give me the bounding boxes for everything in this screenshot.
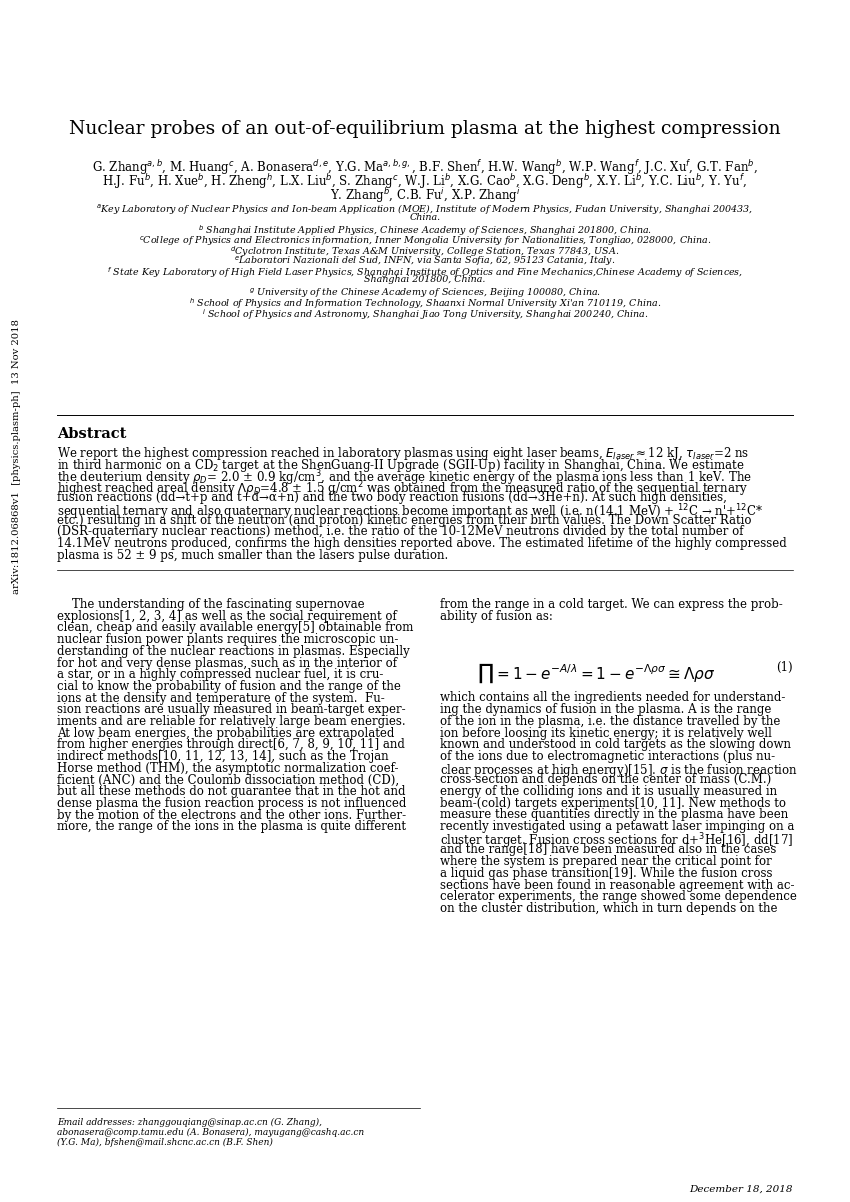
Text: (DSR-quaternary nuclear reactions) method, i.e. the ratio of the 10-12MeV neutro: (DSR-quaternary nuclear reactions) metho… bbox=[57, 525, 744, 538]
Text: Y. Zhang$^b$, C.B. Fu$^i$, X.P. Zhang$^i$: Y. Zhang$^b$, C.B. Fu$^i$, X.P. Zhang$^i… bbox=[330, 186, 520, 204]
Text: celerator experiments, the range showed some dependence: celerator experiments, the range showed … bbox=[440, 891, 796, 903]
Text: We report the highest compression reached in laboratory plasmas using eight lase: We report the highest compression reache… bbox=[57, 445, 750, 462]
Text: by the motion of the electrons and the other ions. Further-: by the motion of the electrons and the o… bbox=[57, 809, 406, 822]
Text: dense plasma the fusion reaction process is not influenced: dense plasma the fusion reaction process… bbox=[57, 797, 406, 810]
Text: $^a$Key Laboratory of Nuclear Physics and Ion-beam Application (MOE), Institute : $^a$Key Laboratory of Nuclear Physics an… bbox=[96, 202, 754, 216]
Text: Horse method (THM), the asymptotic normalization coef-: Horse method (THM), the asymptotic norma… bbox=[57, 762, 399, 775]
Text: China.: China. bbox=[410, 213, 440, 221]
Text: recently investigated using a petawatt laser impinging on a: recently investigated using a petawatt l… bbox=[440, 820, 795, 833]
Text: $^b$ Shanghai Institute Applied Physics, Chinese Academy of Sciences, Shanghai 2: $^b$ Shanghai Institute Applied Physics,… bbox=[198, 224, 652, 238]
Text: ion before loosing its kinetic energy; it is relatively well: ion before loosing its kinetic energy; i… bbox=[440, 726, 772, 739]
Text: December 18, 2018: December 18, 2018 bbox=[689, 1185, 793, 1194]
Text: and the range[18] have been measured also in the cases: and the range[18] have been measured als… bbox=[440, 844, 776, 857]
Text: a liquid gas phase transition[19]. While the fusion cross: a liquid gas phase transition[19]. While… bbox=[440, 867, 773, 880]
Text: explosions[1, 2, 3, 4] as well as the social requirement of: explosions[1, 2, 3, 4] as well as the so… bbox=[57, 609, 397, 623]
Text: sion reactions are usually measured in beam-target exper-: sion reactions are usually measured in b… bbox=[57, 703, 405, 716]
Text: sequential ternary and also quaternary nuclear reactions become important as wel: sequential ternary and also quaternary n… bbox=[57, 502, 763, 522]
Text: $^i$ School of Physics and Astronomy, Shanghai Jiao Tong University, Shanghai 20: $^i$ School of Physics and Astronomy, Sh… bbox=[201, 307, 649, 322]
Text: plasma is 52 ± 9 ps, much smaller than the lasers pulse duration.: plasma is 52 ± 9 ps, much smaller than t… bbox=[57, 548, 448, 561]
Text: cluster target. Fusion cross sections for d+$^3$He[16], dd[17]: cluster target. Fusion cross sections fo… bbox=[440, 832, 793, 851]
Text: energy of the colliding ions and it is usually measured in: energy of the colliding ions and it is u… bbox=[440, 785, 777, 798]
Text: $^d$Cyclotron Institute, Texas A&M University, College Station, Texas 77843, USA: $^d$Cyclotron Institute, Texas A&M Unive… bbox=[230, 244, 620, 258]
Text: nuclear fusion power plants requires the microscopic un-: nuclear fusion power plants requires the… bbox=[57, 633, 399, 647]
Text: derstanding of the nuclear reactions in plasmas. Especially: derstanding of the nuclear reactions in … bbox=[57, 644, 410, 657]
Text: where the system is prepared near the critical point for: where the system is prepared near the cr… bbox=[440, 855, 772, 868]
Text: of the ion in the plasma, i.e. the distance travelled by the: of the ion in the plasma, i.e. the dista… bbox=[440, 715, 780, 727]
Text: ing the dynamics of fusion in the plasma. A is the range: ing the dynamics of fusion in the plasma… bbox=[440, 703, 772, 716]
Text: $^e$Laboratori Nazionali del Sud, INFN, via Santa Sofia, 62, 95123 Catania, Ital: $^e$Laboratori Nazionali del Sud, INFN, … bbox=[235, 255, 615, 268]
Text: in third harmonic on a CD$_2$ target at the ShenGuang-II Upgrade (SGII-Up) facil: in third harmonic on a CD$_2$ target at … bbox=[57, 457, 745, 474]
Text: of the ions due to electromagnetic interactions (plus nu-: of the ions due to electromagnetic inter… bbox=[440, 750, 775, 763]
Text: from higher energies through direct[6, 7, 8, 9, 10, 11] and: from higher energies through direct[6, 7… bbox=[57, 738, 405, 751]
Text: fusion reactions (dd→t+p and t+d→α+n) and the two body reaction fusions (dd→3He+: fusion reactions (dd→t+p and t+d→α+n) an… bbox=[57, 490, 727, 504]
Text: Shanghai 201800, China.: Shanghai 201800, China. bbox=[365, 275, 485, 285]
Text: $^c$College of Physics and Electronics information, Inner Mongolia University fo: $^c$College of Physics and Electronics i… bbox=[139, 233, 711, 248]
Text: more, the range of the ions in the plasma is quite different: more, the range of the ions in the plasm… bbox=[57, 820, 406, 833]
Text: (Y.G. Ma), bfshen@mail.shcnc.ac.cn (B.F. Shen): (Y.G. Ma), bfshen@mail.shcnc.ac.cn (B.F.… bbox=[57, 1138, 273, 1147]
Text: (1): (1) bbox=[776, 661, 793, 674]
Text: a star, or in a highly compressed nuclear fuel, it is cru-: a star, or in a highly compressed nuclea… bbox=[57, 668, 383, 682]
Text: ions at the density and temperature of the system.  Fu-: ions at the density and temperature of t… bbox=[57, 691, 385, 704]
Text: the deuterium density $\rho_D$= 2.0 ± 0.9 kg/cm$^3$, and the average kinetic ene: the deuterium density $\rho_D$= 2.0 ± 0.… bbox=[57, 468, 752, 488]
Text: sections have been found in reasonable agreement with ac-: sections have been found in reasonable a… bbox=[440, 879, 795, 892]
Text: clean, cheap and easily available energy[5] obtainable from: clean, cheap and easily available energy… bbox=[57, 621, 413, 635]
Text: At low beam energies, the probabilities are extrapolated: At low beam energies, the probabilities … bbox=[57, 727, 394, 739]
Text: from the range in a cold target. We can express the prob-: from the range in a cold target. We can … bbox=[440, 599, 783, 611]
Text: cial to know the probability of fusion and the range of the: cial to know the probability of fusion a… bbox=[57, 680, 401, 692]
Text: $\prod = 1 - e^{-A/\lambda} = 1 - e^{-\Lambda\rho\sigma} \cong \Lambda\rho\sigma: $\prod = 1 - e^{-A/\lambda} = 1 - e^{-\L… bbox=[477, 661, 716, 685]
Text: ability of fusion as:: ability of fusion as: bbox=[440, 609, 552, 623]
Text: arXiv:1812.06868v1  [physics.plasm-ph]  13 Nov 2018: arXiv:1812.06868v1 [physics.plasm-ph] 13… bbox=[13, 320, 21, 594]
Text: Email addresses: zhanggouqiang@sinap.ac.cn (G. Zhang),: Email addresses: zhanggouqiang@sinap.ac.… bbox=[57, 1118, 322, 1127]
Text: ficient (ANC) and the Coulomb dissociation method (CD),: ficient (ANC) and the Coulomb dissociati… bbox=[57, 774, 399, 786]
Text: Abstract: Abstract bbox=[57, 427, 127, 441]
Text: for hot and very dense plasmas, such as in the interior of: for hot and very dense plasmas, such as … bbox=[57, 656, 397, 670]
Text: cross-section and depends on the center of mass (C.M.): cross-section and depends on the center … bbox=[440, 773, 771, 786]
Text: highest reached areal density $\Lambda\rho_D$=4.8 ± 1.5 g/cm$^2$ was obtained fr: highest reached areal density $\Lambda\r… bbox=[57, 480, 748, 499]
Text: G. Zhang$^{a,b}$, M. Huang$^c$, A. Bonasera$^{d,e}$, Y.G. Ma$^{a,b,g,}$, B.F. Sh: G. Zhang$^{a,b}$, M. Huang$^c$, A. Bonas… bbox=[92, 157, 758, 177]
Text: measure these quantities directly in the plasma have been: measure these quantities directly in the… bbox=[440, 809, 788, 821]
Text: Nuclear probes of an out-of-equilibrium plasma at the highest compression: Nuclear probes of an out-of-equilibrium … bbox=[69, 120, 781, 138]
Text: beam-(cold) targets experiments[10, 11]. New methods to: beam-(cold) targets experiments[10, 11].… bbox=[440, 797, 786, 810]
Text: abonasera@comp.tamu.edu (A. Bonasera), mayugang@cashq.ac.cn: abonasera@comp.tamu.edu (A. Bonasera), m… bbox=[57, 1127, 364, 1137]
Text: $^h$ School of Physics and Information Technology, Shaanxi Normal University Xi': $^h$ School of Physics and Information T… bbox=[189, 297, 661, 311]
Text: which contains all the ingredients needed for understand-: which contains all the ingredients neede… bbox=[440, 691, 785, 704]
Text: $^f$ State Key Laboratory of High Field Laser Physics, Shanghai Institute of Opt: $^f$ State Key Laboratory of High Field … bbox=[107, 264, 743, 280]
Text: indirect methods[10, 11, 12, 13, 14], such as the Trojan: indirect methods[10, 11, 12, 13, 14], su… bbox=[57, 750, 388, 763]
Text: $^g$ University of the Chinese Academy of Sciences, Beijing 100080, China.: $^g$ University of the Chinese Academy o… bbox=[249, 286, 601, 300]
Text: The understanding of the fascinating supernovae: The understanding of the fascinating sup… bbox=[57, 599, 365, 611]
Text: known and understood in cold targets as the slowing down: known and understood in cold targets as … bbox=[440, 738, 791, 751]
Text: on the cluster distribution, which in turn depends on the: on the cluster distribution, which in tu… bbox=[440, 902, 778, 915]
Text: 14.1MeV neutrons produced, confirms the high densities reported above. The estim: 14.1MeV neutrons produced, confirms the … bbox=[57, 537, 787, 551]
Text: clear processes at high energy)[15]. $\sigma$ is the fusion reaction: clear processes at high energy)[15]. $\s… bbox=[440, 762, 798, 779]
Text: H.J. Fu$^b$, H. Xue$^b$, H. Zheng$^h$, L.X. Liu$^b$, S. Zhang$^c$, W.J. Li$^b$, : H.J. Fu$^b$, H. Xue$^b$, H. Zheng$^h$, L… bbox=[103, 172, 747, 191]
Text: iments and are reliable for relatively large beam energies.: iments and are reliable for relatively l… bbox=[57, 715, 405, 728]
Text: but all these methods do not guarantee that in the hot and: but all these methods do not guarantee t… bbox=[57, 785, 405, 798]
Text: etc.) resulting in a shift of the neutron (and proton) kinetic energies from the: etc.) resulting in a shift of the neutro… bbox=[57, 514, 751, 526]
